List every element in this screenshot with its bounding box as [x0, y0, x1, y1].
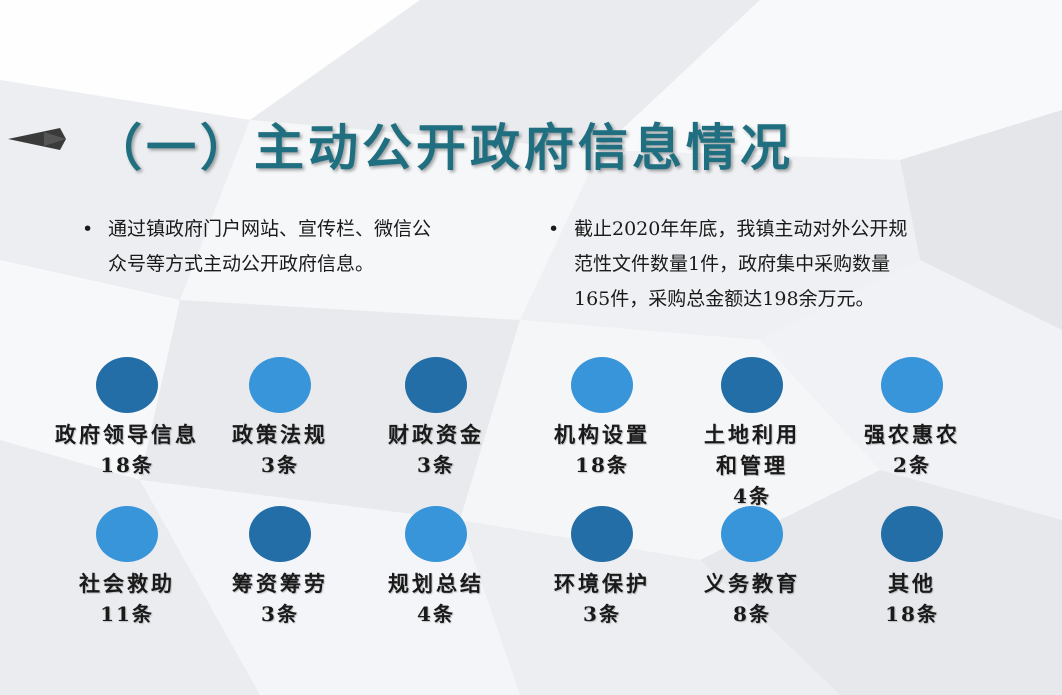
category-organization-setup: 机构设置 18条 — [512, 357, 692, 481]
category-count: 18条 — [575, 453, 629, 477]
category-circle-icon — [721, 357, 783, 413]
category-label: 义务教育 — [704, 571, 800, 596]
category-label: 规划总结 — [388, 571, 484, 596]
bullet-marker: • — [548, 218, 560, 240]
category-circle-icon — [881, 506, 943, 562]
category-compulsory-education: 义务教育 8条 — [662, 506, 842, 630]
category-circle-icon — [249, 357, 311, 413]
bullet-line: 165件，采购总金额达198余万元。 — [574, 288, 875, 310]
category-land-use-management: 土地利用 和管理 4条 — [662, 357, 842, 512]
bullet-marker: • — [82, 218, 94, 240]
category-label-line: 土地利用 — [704, 422, 800, 447]
category-label: 筹资筹劳 — [232, 571, 328, 596]
category-circle-icon — [881, 357, 943, 413]
category-circle-icon — [405, 506, 467, 562]
bullet-line: 范性文件数量1件，政府集中采购数量 — [574, 253, 891, 275]
category-circle-icon — [96, 506, 158, 562]
bullet-publication-channels: • 通过镇政府门户网站、宣传栏、微信公 众号等方式主动公开政府信息。 — [82, 212, 528, 282]
category-fundraising-labor: 筹资筹劳 3条 — [190, 506, 370, 630]
category-circle-icon — [721, 506, 783, 562]
category-circle-icon — [96, 357, 158, 413]
category-policies-regulations: 政策法规 3条 — [190, 357, 370, 481]
bullet-line: 通过镇政府门户网站、宣传栏、微信公 — [108, 218, 432, 240]
category-label: 土地利用 和管理 — [662, 419, 842, 481]
category-count: 3条 — [583, 602, 621, 626]
bullet-line: 截止2020年年底，我镇主动对外公开规 — [574, 218, 908, 240]
category-label: 机构设置 — [554, 422, 650, 447]
category-label: 社会救助 — [79, 571, 175, 596]
slide-title: （一）主动公开政府信息情况 — [92, 119, 794, 177]
category-label: 强农惠农 — [864, 422, 960, 447]
category-other: 其他 18条 — [822, 506, 1002, 630]
bullet-statistics: • 截止2020年年底，我镇主动对外公开规 范性文件数量1件，政府集中采购数量 … — [548, 212, 994, 317]
category-count: 18条 — [100, 453, 154, 477]
category-agriculture-benefits: 强农惠农 2条 — [822, 357, 1002, 481]
category-label-line: 和管理 — [716, 453, 788, 478]
category-count: 3条 — [261, 453, 299, 477]
category-count: 4条 — [417, 602, 455, 626]
category-circle-icon — [571, 506, 633, 562]
category-leadership-info: 政府领导信息 18条 — [37, 357, 217, 481]
category-count: 11条 — [100, 602, 154, 626]
category-count: 2条 — [893, 453, 931, 477]
category-label: 政策法规 — [232, 422, 328, 447]
category-planning-summary: 规划总结 4条 — [346, 506, 526, 630]
category-label: 政府领导信息 — [55, 422, 199, 447]
category-count: 18条 — [885, 602, 939, 626]
category-label: 其他 — [888, 571, 936, 596]
category-environmental-protection: 环境保护 3条 — [512, 506, 692, 630]
category-social-assistance: 社会救助 11条 — [37, 506, 217, 630]
category-circle-icon — [571, 357, 633, 413]
bullet-line: 众号等方式主动公开政府信息。 — [108, 253, 375, 275]
category-count: 4条 — [733, 484, 771, 508]
category-label: 环境保护 — [554, 571, 650, 596]
category-finance-funds: 财政资金 3条 — [346, 357, 526, 481]
category-count: 3条 — [417, 453, 455, 477]
category-circle-icon — [405, 357, 467, 413]
category-label: 财政资金 — [388, 422, 484, 447]
category-circle-icon — [249, 506, 311, 562]
title-arrow-icon — [8, 128, 66, 150]
category-count: 3条 — [261, 602, 299, 626]
category-count: 8条 — [733, 602, 771, 626]
